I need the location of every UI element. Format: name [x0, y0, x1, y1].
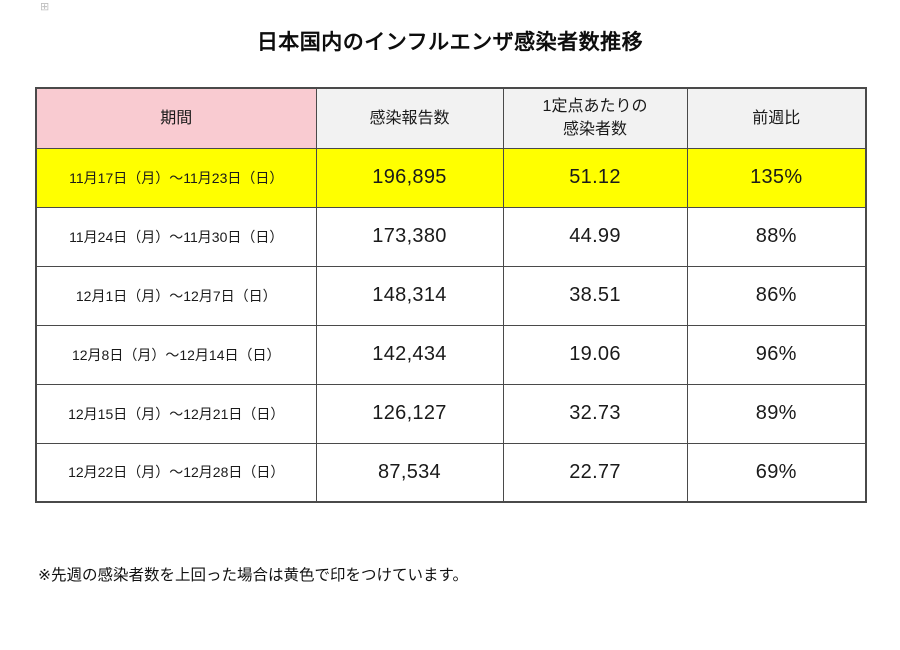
reported-cell: 126,127 — [315, 383, 504, 444]
column-header-label-line1: 1定点あたりの — [542, 98, 648, 116]
per-sentinel-cell: 51.12 — [502, 147, 688, 208]
wow-cell: 96% — [686, 324, 867, 385]
period-cell: 11月24日（月）～11月30日（日） — [35, 206, 317, 267]
per-sentinel-cell: 19.06 — [502, 324, 688, 385]
period-cell: 12月8日（月）～12月14日（日） — [35, 324, 317, 385]
column-header-reported: 感染報告数 — [315, 87, 504, 149]
table-move-handle-icon[interactable]: ⊞ — [40, 1, 50, 13]
wow-cell: 69% — [686, 442, 867, 503]
highlight-explanation-note: ※先週の感染者数を上回った場合は黄色で印をつけています。 — [38, 567, 468, 584]
column-header-label: 感染報告数 — [369, 109, 450, 127]
reported-cell: 173,380 — [315, 206, 504, 267]
page-title: 日本国内のインフルエンザ感染者数推移 — [256, 31, 644, 54]
flu-cases-table: 期間 感染報告数 1定点あたりの 感染者数 前週比 11月17日（月）～11月2… — [35, 87, 867, 503]
reported-cell: 87,534 — [315, 442, 504, 503]
wow-cell: 89% — [686, 383, 867, 444]
wow-cell: 86% — [686, 265, 867, 326]
column-header-wow: 前週比 — [686, 87, 867, 149]
column-header-label: 期間 — [160, 109, 193, 127]
per-sentinel-cell: 32.73 — [502, 383, 688, 444]
period-cell: 12月22日（月）～12月28日（日） — [35, 442, 317, 503]
reported-cell: 196,895 — [315, 147, 504, 208]
period-cell: 11月17日（月）～11月23日（日） — [35, 147, 317, 208]
column-header-label-line2: 感染者数 — [562, 121, 627, 139]
column-header-per-sentinel: 1定点あたりの 感染者数 — [502, 87, 688, 149]
column-header-period: 期間 — [35, 87, 317, 149]
table-row: 11月17日（月）～11月23日（日） 196,895 51.12 135% — [35, 147, 867, 208]
wow-cell: 88% — [686, 206, 867, 267]
table-row: 12月22日（月）～12月28日（日） 87,534 22.77 69% — [35, 442, 867, 503]
reported-cell: 142,434 — [315, 324, 504, 385]
table-row: 12月15日（月）～12月21日（日） 126,127 32.73 89% — [35, 383, 867, 444]
per-sentinel-cell: 44.99 — [502, 206, 688, 267]
wow-cell: 135% — [686, 147, 867, 208]
table-row: 12月1日（月）～12月7日（日） 148,314 38.51 86% — [35, 265, 867, 326]
per-sentinel-cell: 38.51 — [502, 265, 688, 326]
per-sentinel-cell: 22.77 — [502, 442, 688, 503]
reported-cell: 148,314 — [315, 265, 504, 326]
period-cell: 12月1日（月）～12月7日（日） — [35, 265, 317, 326]
table-row: 12月8日（月）～12月14日（日） 142,434 19.06 96% — [35, 324, 867, 385]
column-header-label: 前週比 — [752, 109, 801, 127]
period-cell: 12月15日（月）～12月21日（日） — [35, 383, 317, 444]
table-header-row: 期間 感染報告数 1定点あたりの 感染者数 前週比 — [35, 87, 867, 149]
table-row: 11月24日（月）～11月30日（日） 173,380 44.99 88% — [35, 206, 867, 267]
